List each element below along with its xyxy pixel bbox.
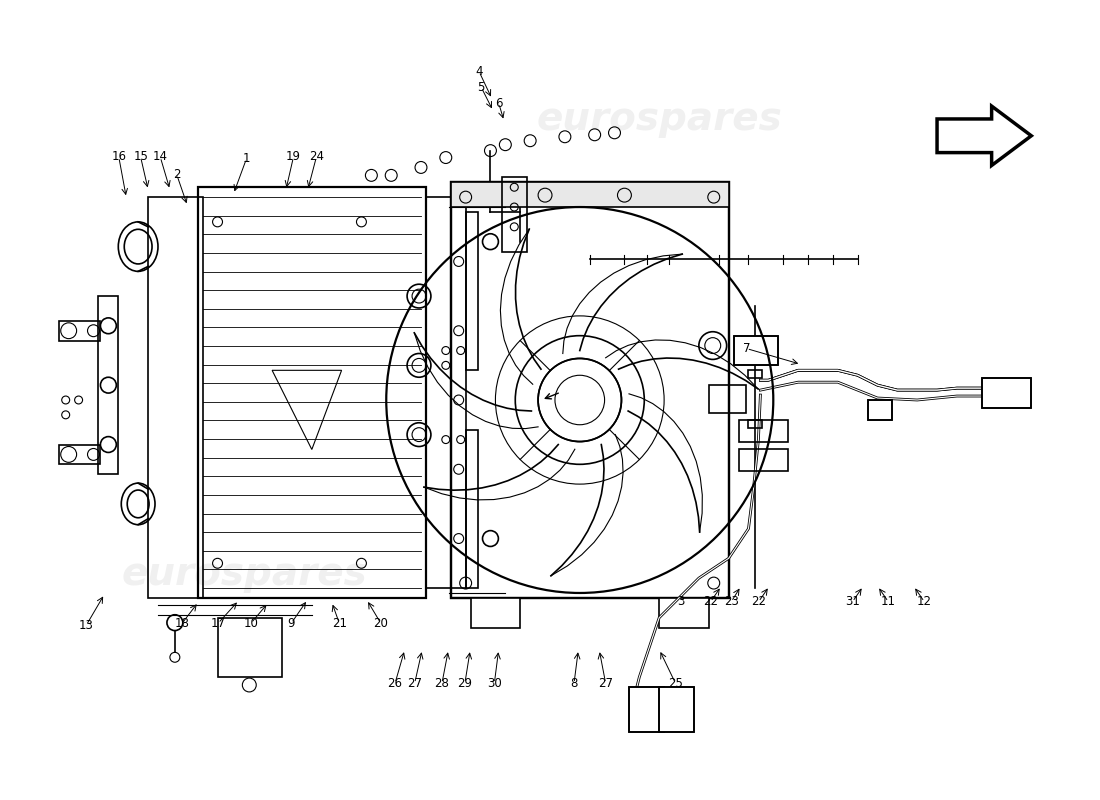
Text: 30: 30 — [487, 677, 502, 690]
Bar — [629, 687, 664, 731]
Bar — [981, 378, 1032, 408]
Bar — [708, 385, 747, 413]
Text: 14: 14 — [153, 150, 168, 163]
Text: 29: 29 — [458, 677, 472, 690]
Text: 5: 5 — [477, 81, 485, 94]
Bar — [198, 187, 426, 598]
Bar — [465, 430, 477, 588]
Text: 17: 17 — [210, 617, 225, 630]
Bar — [58, 445, 100, 464]
Bar — [451, 182, 728, 598]
Bar — [426, 197, 465, 588]
Text: eurospares: eurospares — [121, 555, 367, 593]
Bar — [451, 182, 728, 598]
Bar — [659, 687, 694, 731]
Text: 23: 23 — [724, 595, 739, 608]
Bar — [748, 420, 762, 428]
Text: 9: 9 — [287, 617, 295, 630]
Bar — [471, 598, 520, 628]
Bar — [148, 197, 202, 598]
Text: 12: 12 — [917, 595, 932, 608]
Text: 24: 24 — [309, 150, 323, 163]
Text: 18: 18 — [175, 617, 189, 630]
Text: 4: 4 — [475, 65, 483, 78]
Text: 11: 11 — [881, 595, 895, 608]
Text: 10: 10 — [243, 617, 258, 630]
Bar — [58, 321, 100, 341]
Text: 13: 13 — [78, 619, 94, 632]
Bar — [218, 618, 282, 677]
Bar — [868, 400, 892, 420]
Bar — [98, 296, 119, 474]
Text: 28: 28 — [434, 677, 450, 690]
Text: 1: 1 — [243, 152, 251, 165]
Text: 3: 3 — [678, 595, 684, 608]
Text: 27: 27 — [598, 677, 613, 690]
Bar — [659, 598, 708, 628]
Text: 27: 27 — [407, 677, 422, 690]
Text: 25: 25 — [668, 677, 683, 690]
Bar — [451, 182, 728, 207]
Bar — [503, 178, 527, 251]
Bar — [738, 450, 789, 471]
Text: 26: 26 — [387, 677, 403, 690]
Text: 22: 22 — [703, 595, 718, 608]
Bar — [629, 687, 664, 731]
Bar — [659, 687, 694, 731]
Bar — [868, 400, 892, 420]
Bar — [465, 212, 477, 370]
Bar — [734, 336, 779, 366]
Text: 2: 2 — [173, 168, 180, 181]
Text: 21: 21 — [332, 617, 346, 630]
Bar — [738, 420, 789, 442]
Text: eurospares: eurospares — [537, 100, 782, 138]
Bar — [734, 336, 779, 366]
Text: 8: 8 — [570, 677, 578, 690]
Circle shape — [538, 358, 621, 442]
Text: 31: 31 — [845, 595, 860, 608]
Bar — [748, 370, 762, 378]
Text: 7: 7 — [742, 342, 750, 355]
Text: 22: 22 — [751, 595, 766, 608]
Text: 16: 16 — [111, 150, 126, 163]
Text: 15: 15 — [133, 150, 148, 163]
Text: 19: 19 — [286, 150, 301, 163]
Polygon shape — [937, 106, 1032, 166]
Bar — [981, 378, 1032, 408]
Text: 20: 20 — [373, 617, 388, 630]
Text: 6: 6 — [495, 97, 503, 110]
